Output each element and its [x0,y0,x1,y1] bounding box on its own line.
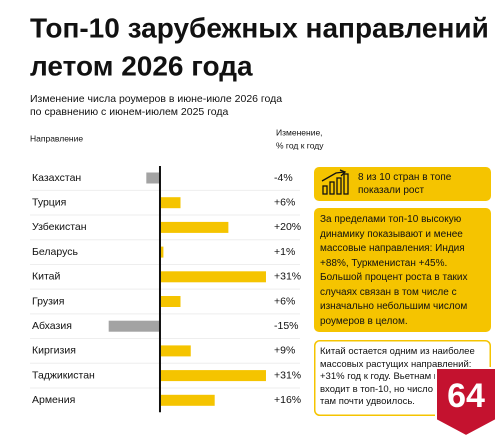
note-text: 8 из 10 стран в топе показали рост [358,172,452,196]
title: Топ-10 зарубежных направлений [30,12,489,43]
value-label: +6% [274,196,295,208]
category-label: Турция [32,196,66,208]
growth-icon [321,169,349,195]
category-label: Абхазия [32,320,72,332]
bar [159,246,164,258]
value-label: +6% [274,295,295,307]
category-label: Грузия [32,295,64,307]
value-label: +1% [274,246,295,258]
bar [159,271,266,283]
value-label: -15% [274,320,299,332]
note-box [314,167,491,201]
title: летом 2026 года [30,50,253,81]
bar [159,394,215,406]
column-header: Изменение, [276,127,323,137]
bar [146,172,160,184]
column-header: % год к году [276,140,324,150]
value-label: +16% [274,394,301,406]
bar [159,370,266,382]
category-label: Армения [32,394,75,406]
value-label: +31% [274,271,301,283]
category-label: Узбекистан [32,221,87,233]
category-label: Беларусь [32,246,78,258]
subtitle: по сравнению с июнем-июлем 2025 года [30,106,229,118]
value-label: +20% [274,221,301,233]
note-text: Китай остается одним из наиболее массовы… [320,346,479,407]
note-box [314,208,491,332]
note-text: За пределами топ-10 высокую динамику пок… [320,214,468,327]
bar [159,296,181,307]
subtitle: Изменение числа роумеров в июне-июле 202… [30,93,282,105]
bar [108,320,160,332]
category-label: Киргизия [32,345,76,357]
category-label: Казахстан [32,172,81,184]
column-header: Направление [30,133,83,143]
category-label: Китай [32,271,61,283]
value-label: +31% [274,369,301,381]
bar [159,221,229,233]
bar [159,345,191,357]
category-label: Таджикистан [32,369,95,381]
bar [159,197,181,209]
value-label: -4% [274,172,293,184]
value-label: +9% [274,345,295,357]
